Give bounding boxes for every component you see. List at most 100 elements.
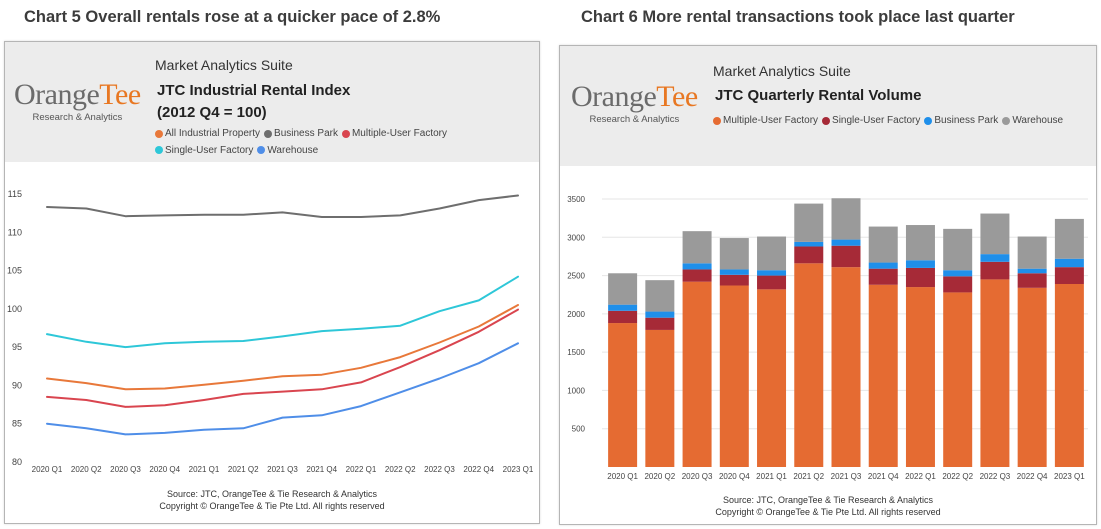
chart5-source: Source: JTC, OrangeTee & Tie Research & … <box>166 489 378 499</box>
bar-segment-single-user-factory <box>608 310 638 324</box>
series-line-business-park <box>46 194 519 218</box>
legend-item-single-user-factory[interactable]: Single-User Factory <box>155 143 253 158</box>
legend-item-warehouse[interactable]: Warehouse <box>257 143 318 158</box>
bar-segment-business-park <box>682 263 712 270</box>
chart5-copyright: Copyright © OrangeTee & Tie Pte Ltd. All… <box>159 501 385 511</box>
legend-item-warehouse[interactable]: Warehouse <box>1002 113 1063 128</box>
bar-segment-warehouse <box>682 231 712 264</box>
chart5-legend: All Industrial Property Business Park Mult… <box>155 126 475 159</box>
y-tick-label: 80 <box>12 457 22 467</box>
legend-marker <box>713 116 721 125</box>
x-tick-label: 2021 Q2 <box>793 472 824 481</box>
chart5-logo: OrangeTee Research & Analytics <box>14 78 141 124</box>
legend-item-all-industrial-property[interactable]: All Industrial Property <box>155 126 260 141</box>
logo-word-tee: Tee <box>99 78 141 111</box>
bar-segment-warehouse <box>943 228 973 271</box>
y-tick-label: 85 <box>12 419 22 429</box>
bar-segment-business-park <box>943 270 973 277</box>
legend-label: All Industrial Property <box>165 128 261 139</box>
bar-segment-multiple-user-factory <box>719 285 749 467</box>
bar-segment-multiple-user-factory <box>608 323 638 467</box>
bar-segment-multiple-user-factory <box>794 263 824 467</box>
bar-segment-warehouse <box>794 203 824 242</box>
chart5-header <box>5 42 539 162</box>
x-tick-label: 2022 Q4 <box>463 465 494 474</box>
x-tick-label: 2021 Q1 <box>756 472 787 481</box>
legend-item-business-park[interactable]: Business Park <box>264 126 338 141</box>
x-tick-label: 2022 Q1 <box>905 472 936 481</box>
logo-word-orange: Orange <box>571 80 657 113</box>
x-tick-label: 2021 Q3 <box>831 472 862 481</box>
chart5-panel: OrangeTee Research & Analytics Market An… <box>4 41 540 524</box>
y-tick-label: 95 <box>12 342 22 352</box>
bar-segment-single-user-factory <box>1054 267 1084 284</box>
x-tick-label: 2021 Q4 <box>868 472 899 481</box>
bar-segment-multiple-user-factory <box>682 281 712 467</box>
x-tick-label: 2022 Q2 <box>385 465 416 474</box>
bar-segment-business-park <box>1017 268 1047 274</box>
legend-label: Business Park <box>274 128 338 139</box>
x-tick-label: 2020 Q4 <box>149 465 180 474</box>
logo-word-orange: Orange <box>14 78 100 111</box>
bar-segment-warehouse <box>645 280 675 312</box>
y-tick-label: 110 <box>8 227 22 237</box>
y-tick-label: 115 <box>8 189 22 199</box>
bar-segment-single-user-factory <box>682 269 712 282</box>
chart6-title: JTC Quarterly Rental Volume <box>715 87 922 104</box>
series-line-all-industrial-property <box>46 304 519 391</box>
bar-segment-business-park <box>980 254 1010 262</box>
bar-segment-multiple-user-factory <box>645 329 675 467</box>
bar-segment-multiple-user-factory <box>943 292 973 467</box>
chart5-subtitle: (2012 Q4 = 100) <box>157 104 267 121</box>
chart6-suite-label: Market Analytics Suite <box>713 63 851 79</box>
bar-segment-business-park <box>645 311 675 318</box>
bar-segment-business-park <box>794 241 824 247</box>
chart6-header <box>560 46 1096 166</box>
legend-marker <box>341 129 350 138</box>
chart5-suite-label: Market Analytics Suite <box>155 57 293 73</box>
bar-segment-single-user-factory <box>831 245 861 268</box>
y-tick-label: 500 <box>572 425 586 434</box>
bar-segment-business-park <box>1054 258 1084 268</box>
series-line-warehouse <box>46 342 519 436</box>
y-tick-label: 3500 <box>567 195 585 204</box>
x-tick-label: 2020 Q2 <box>644 472 675 481</box>
bar-segment-warehouse <box>1054 218 1084 259</box>
bar-segment-business-park <box>868 262 898 269</box>
chart6-legend: Multiple-User Factory Single-User Factory… <box>713 113 1083 130</box>
legend-label: Warehouse <box>267 144 319 156</box>
y-tick-label: 2000 <box>567 310 585 319</box>
bar-segment-multiple-user-factory <box>1017 287 1047 467</box>
legend-label: Business Park <box>934 115 999 126</box>
x-tick-label: 2020 Q1 <box>32 465 63 474</box>
y-tick-label: 3000 <box>567 233 585 242</box>
legend-marker <box>257 146 266 154</box>
chart6-heading: Chart 6 More rental transactions took pl… <box>581 8 1015 26</box>
legend-item-single-user-factory[interactable]: Single-User Factory <box>822 113 920 128</box>
legend-item-multiple-user-factory[interactable]: Multiple-User Factory <box>713 113 818 128</box>
x-tick-label: 2020 Q3 <box>110 465 141 474</box>
y-tick-label: 100 <box>7 304 22 314</box>
legend-marker <box>264 129 273 138</box>
legend-item-multiple-user-factory[interactable]: Multiple-User Factory <box>341 126 447 141</box>
x-tick-label: 2021 Q4 <box>306 465 337 474</box>
y-tick-label: 1500 <box>567 348 585 357</box>
x-tick-label: 2020 Q4 <box>719 472 750 481</box>
x-tick-label: 2020 Q1 <box>607 472 638 481</box>
chart5-svg: 80 85 90 95 100 105 110 115 2020 Q1 2020 Q2 2020 Q… <box>7 189 534 474</box>
x-tick-label: 2022 Q1 <box>346 465 377 474</box>
legend-item-business-park[interactable]: Business Park <box>924 113 998 128</box>
chart6-panel: OrangeTee Research & Analytics Market An… <box>559 45 1097 525</box>
legend-marker <box>924 116 933 125</box>
bar-segment-business-park <box>905 260 935 268</box>
bar-segment-warehouse <box>719 238 749 270</box>
logo-tagline: Research & Analytics <box>32 112 123 123</box>
chart6-source: Source: JTC, OrangeTee & Tie Research & … <box>722 495 934 505</box>
bar-segment-warehouse <box>868 226 898 263</box>
legend-marker <box>155 129 163 138</box>
legend-label: Single-User Factory <box>165 144 254 156</box>
legend-label: Multiple-User Factory <box>723 115 819 126</box>
bar-segment-multiple-user-factory <box>980 279 1010 467</box>
legend-marker <box>822 116 831 125</box>
bar-segment-warehouse <box>831 198 861 240</box>
